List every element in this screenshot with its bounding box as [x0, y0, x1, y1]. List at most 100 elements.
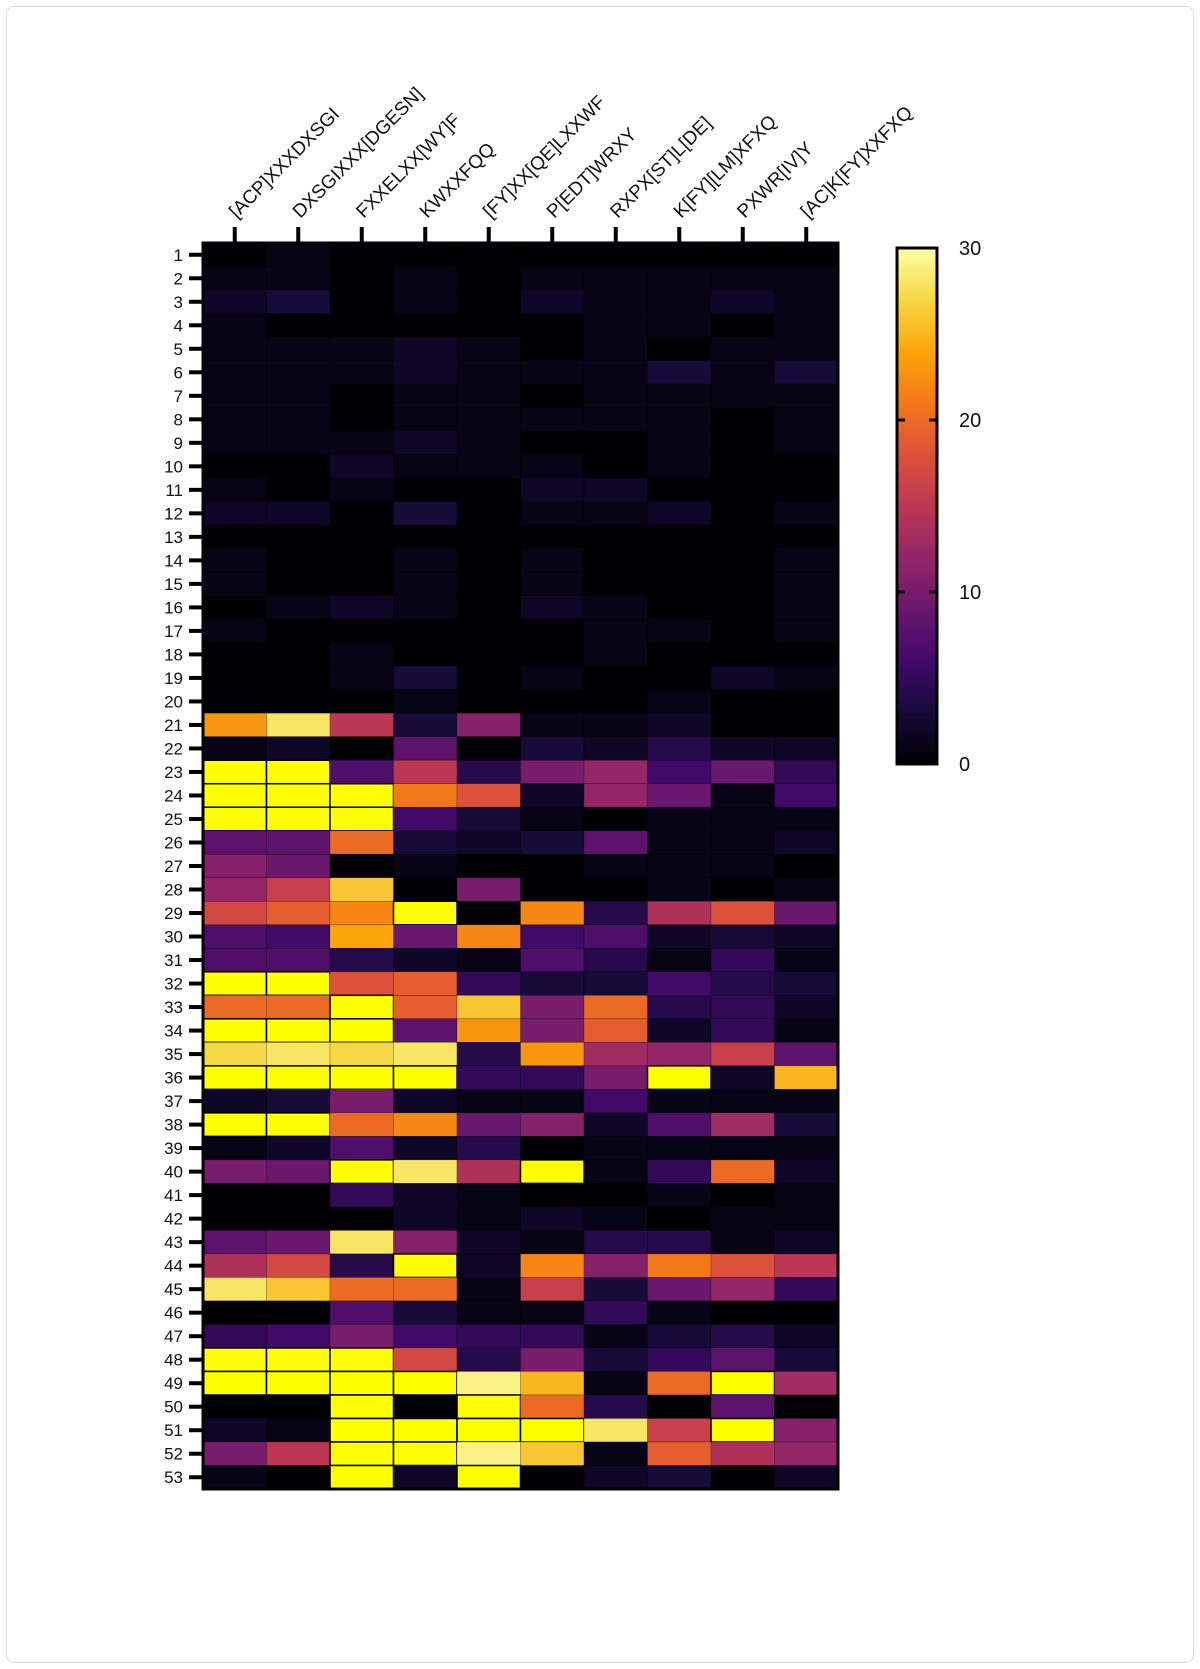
heatmap-cell — [583, 313, 648, 338]
row-label: 30 — [164, 928, 183, 947]
heatmap-cell — [456, 1441, 521, 1466]
heatmap-cell — [583, 1347, 648, 1372]
heatmap-cell — [647, 1183, 712, 1208]
heatmap-cell — [710, 736, 775, 761]
heatmap-cell — [519, 1417, 585, 1443]
heatmap-cell — [329, 1370, 395, 1396]
heatmap-cell — [710, 1347, 775, 1372]
heatmap-cell — [583, 1065, 648, 1090]
heatmap-cell — [202, 1324, 267, 1349]
heatmap-cell — [456, 947, 521, 973]
heatmap-cell — [774, 947, 839, 973]
heatmap-cell — [647, 759, 712, 785]
heatmap-cell — [710, 689, 775, 714]
row-label: 41 — [164, 1186, 183, 1205]
heatmap-cell — [583, 501, 648, 526]
heatmap-cell — [392, 1065, 458, 1091]
heatmap-cell — [774, 242, 839, 267]
heatmap-cell — [583, 454, 648, 479]
heatmap-cell — [456, 454, 521, 479]
heatmap-cell — [456, 524, 521, 549]
heatmap-cell — [393, 1347, 458, 1372]
row-label: 31 — [164, 951, 183, 970]
heatmap-cell — [202, 1418, 267, 1443]
heatmap-cell — [329, 336, 394, 361]
heatmap-cell — [393, 1042, 458, 1067]
heatmap-cell — [393, 360, 458, 385]
heatmap-cell — [520, 783, 585, 808]
heatmap-cell — [266, 1324, 331, 1349]
row-label: 25 — [164, 810, 183, 829]
heatmap-cell — [393, 924, 458, 949]
heatmap-cell — [774, 477, 839, 502]
heatmap-cell — [329, 736, 394, 761]
heatmap-cell — [329, 806, 395, 832]
heatmap-cell — [266, 642, 331, 667]
heatmap-cell — [266, 1183, 331, 1208]
heatmap-cell — [329, 1253, 394, 1278]
row-label: 45 — [164, 1280, 183, 1299]
heatmap-cell — [329, 1347, 395, 1373]
heatmap-cell — [456, 360, 521, 385]
heatmap-cell — [647, 924, 712, 949]
heatmap-cell — [393, 595, 458, 620]
heatmap-cell — [710, 759, 775, 785]
heatmap-cell — [266, 407, 331, 432]
heatmap-cell — [393, 806, 458, 832]
heatmap-cell — [202, 383, 267, 408]
heatmap-cell — [647, 1159, 712, 1184]
heatmap-cell — [456, 1018, 521, 1043]
heatmap-cell — [647, 806, 712, 832]
heatmap-cell — [710, 1136, 775, 1161]
heatmap-cell — [520, 877, 585, 902]
heatmap-cell — [393, 383, 458, 408]
heatmap-cell — [583, 360, 648, 385]
heatmap-cell — [520, 1112, 585, 1137]
heatmap-cell — [647, 1277, 712, 1302]
heatmap-cell — [393, 289, 458, 314]
heatmap-cell — [266, 689, 331, 714]
heatmap-cell — [456, 877, 521, 902]
heatmap-cell — [202, 1112, 268, 1138]
heatmap-cell — [202, 571, 267, 596]
heatmap-cell — [583, 1089, 648, 1114]
heatmap-cell — [583, 877, 648, 902]
heatmap-cell — [393, 1465, 458, 1490]
heatmap-cell — [774, 595, 839, 620]
heatmap-cell — [647, 947, 712, 973]
heatmap-cell — [266, 595, 331, 620]
heatmap-cell — [647, 877, 712, 902]
heatmap-cell — [266, 430, 331, 455]
heatmap-cell — [202, 853, 267, 879]
heatmap-cell — [647, 266, 712, 291]
heatmap-cell — [774, 1089, 839, 1114]
page-frame — [6, 6, 1194, 1663]
heatmap-cell — [202, 971, 268, 997]
heatmap-cell — [583, 1018, 648, 1043]
heatmap-cell — [456, 971, 521, 996]
heatmap-cell — [329, 665, 394, 690]
row-label: 12 — [164, 504, 183, 523]
heatmap-cell — [520, 642, 585, 667]
heatmap-cell — [710, 1370, 776, 1396]
heatmap-cell — [329, 900, 394, 926]
heatmap-cell — [392, 1253, 458, 1279]
heatmap-cell — [583, 1441, 648, 1466]
heatmap-cell — [710, 1159, 775, 1184]
heatmap-cell — [647, 454, 712, 479]
heatmap-cell — [202, 1183, 267, 1208]
heatmap-cell — [774, 1136, 839, 1161]
heatmap-cell — [329, 1394, 395, 1420]
column-label: [AC]K[FY]XXFXQ — [797, 102, 917, 222]
heatmap-cell — [583, 1324, 648, 1349]
heatmap-cell — [266, 1465, 331, 1490]
heatmap-cell — [202, 313, 267, 338]
heatmap-cell — [583, 242, 648, 267]
heatmap-cell — [266, 360, 331, 385]
heatmap-cell — [202, 524, 267, 549]
heatmap-cell — [774, 736, 839, 761]
heatmap-cell — [393, 477, 458, 502]
heatmap-cell — [710, 1206, 775, 1231]
heatmap-cell — [647, 477, 712, 502]
heatmap-cell — [456, 501, 521, 526]
